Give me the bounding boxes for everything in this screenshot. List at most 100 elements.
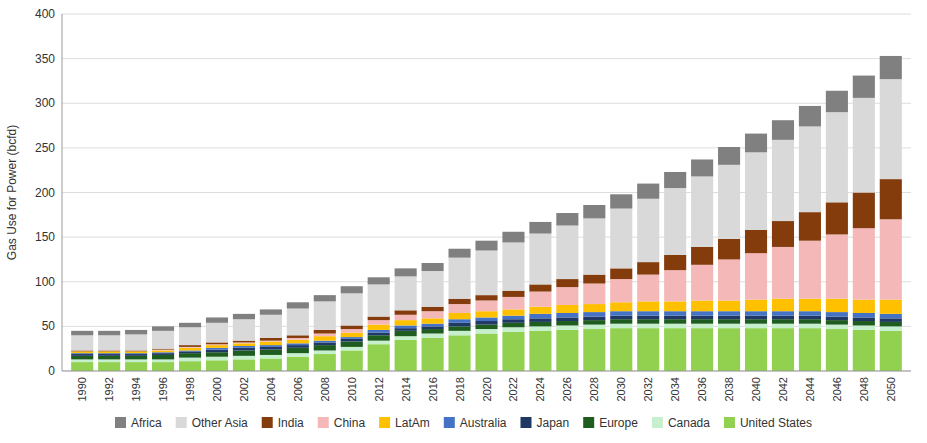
bar-segment [718,324,740,328]
bar-segment [448,299,470,304]
bar-segment [853,228,875,299]
bar-segment [206,323,228,343]
bar-segment [610,319,632,323]
bar-segment [610,316,632,320]
bar-segment [664,255,686,270]
bar-segment [745,324,767,328]
bar-segment [502,297,524,309]
bar-segment [718,165,740,239]
bar-segment [664,270,686,301]
grid-line [62,103,911,104]
bar-segment [71,335,93,350]
bar-segment [502,327,524,331]
bar-segment [368,284,390,316]
bar-segment [206,352,228,356]
bar-segment [341,329,363,333]
bar-segment [691,319,713,323]
bar-segment [448,326,470,330]
bar-segment [368,333,390,336]
bar-segment [98,331,120,335]
bar-segment [637,199,659,262]
bar-segment [853,321,875,325]
bar-segment [152,349,174,351]
y-tick-label: 200 [35,186,55,200]
bar-segment [556,305,578,313]
grid-line [62,58,911,59]
bar-segment [529,326,551,330]
bar-segment [772,120,794,140]
bar-segment [448,258,470,299]
bar-segment [125,354,147,356]
x-tick-label: 2008 [319,377,331,401]
bar-segment [529,318,551,322]
legend-item: India [262,416,304,430]
bar-segment [341,342,363,347]
bar-segment [125,330,147,334]
bar-segment [260,350,282,355]
bar-segment [152,331,174,349]
bar-segment [718,259,740,300]
bar-segment [98,362,120,371]
bar-segment [718,300,740,311]
bar-segment [395,328,417,331]
bar-segment [152,355,174,359]
bar-segment [98,351,120,352]
bar-segment [233,348,255,351]
bar-segment [71,356,93,360]
bar-segment [826,299,848,312]
bar-segment [610,302,632,311]
bar-segment [475,317,497,321]
bar-segment [529,314,551,318]
bar-segment [395,276,417,310]
bar-segment [422,338,444,371]
legend-item: Japan [520,416,569,430]
bar-segment [233,356,255,360]
legend-label: Other Asia [192,416,248,430]
bar-segment [772,140,794,221]
bar-segment [853,317,875,321]
bar-segment [422,271,444,307]
bar-segment [853,98,875,193]
bar-segment [772,221,794,247]
bar-segment [502,232,524,243]
bar-segment [664,319,686,323]
bar-segment [314,341,336,343]
bar-segment [125,362,147,371]
bar-segment [637,328,659,371]
legend-item: Europe [583,416,638,430]
bar-segment [260,315,282,338]
bar-segment [610,268,632,279]
bar-segment [826,329,848,371]
bar-segment [287,343,309,345]
legend-label: LatAm [395,416,430,430]
legend-swatch [520,417,531,428]
bar-segment [718,239,740,260]
bar-segment [448,313,470,319]
bar-segment [233,350,255,355]
y-tick-label: 250 [35,141,55,155]
bar-segment [556,313,578,317]
bar-segment [422,311,444,318]
bar-segment [448,249,470,258]
bar-segment [556,279,578,287]
bar-segment [853,325,875,329]
bar-segment [826,202,848,234]
bar-segment [637,311,659,315]
bar-segment [502,309,524,315]
bar-segment [799,328,821,371]
bar-segment [556,287,578,305]
chart: 0501001502002503003504001990199219941996… [0,0,927,443]
bar-segment [799,316,821,320]
bar-segment [745,230,767,253]
bar-segment [556,321,578,325]
bar-segment [799,106,821,127]
legend-label: Africa [131,416,162,430]
bar-segment [98,356,120,360]
bar-segment [826,320,848,324]
x-tick-label: 1998 [184,377,196,401]
bar-segment [314,334,336,337]
bar-segment [610,209,632,269]
bar-segment [529,307,551,314]
bar-segment [691,265,713,301]
legend-item: Canada [652,416,710,430]
